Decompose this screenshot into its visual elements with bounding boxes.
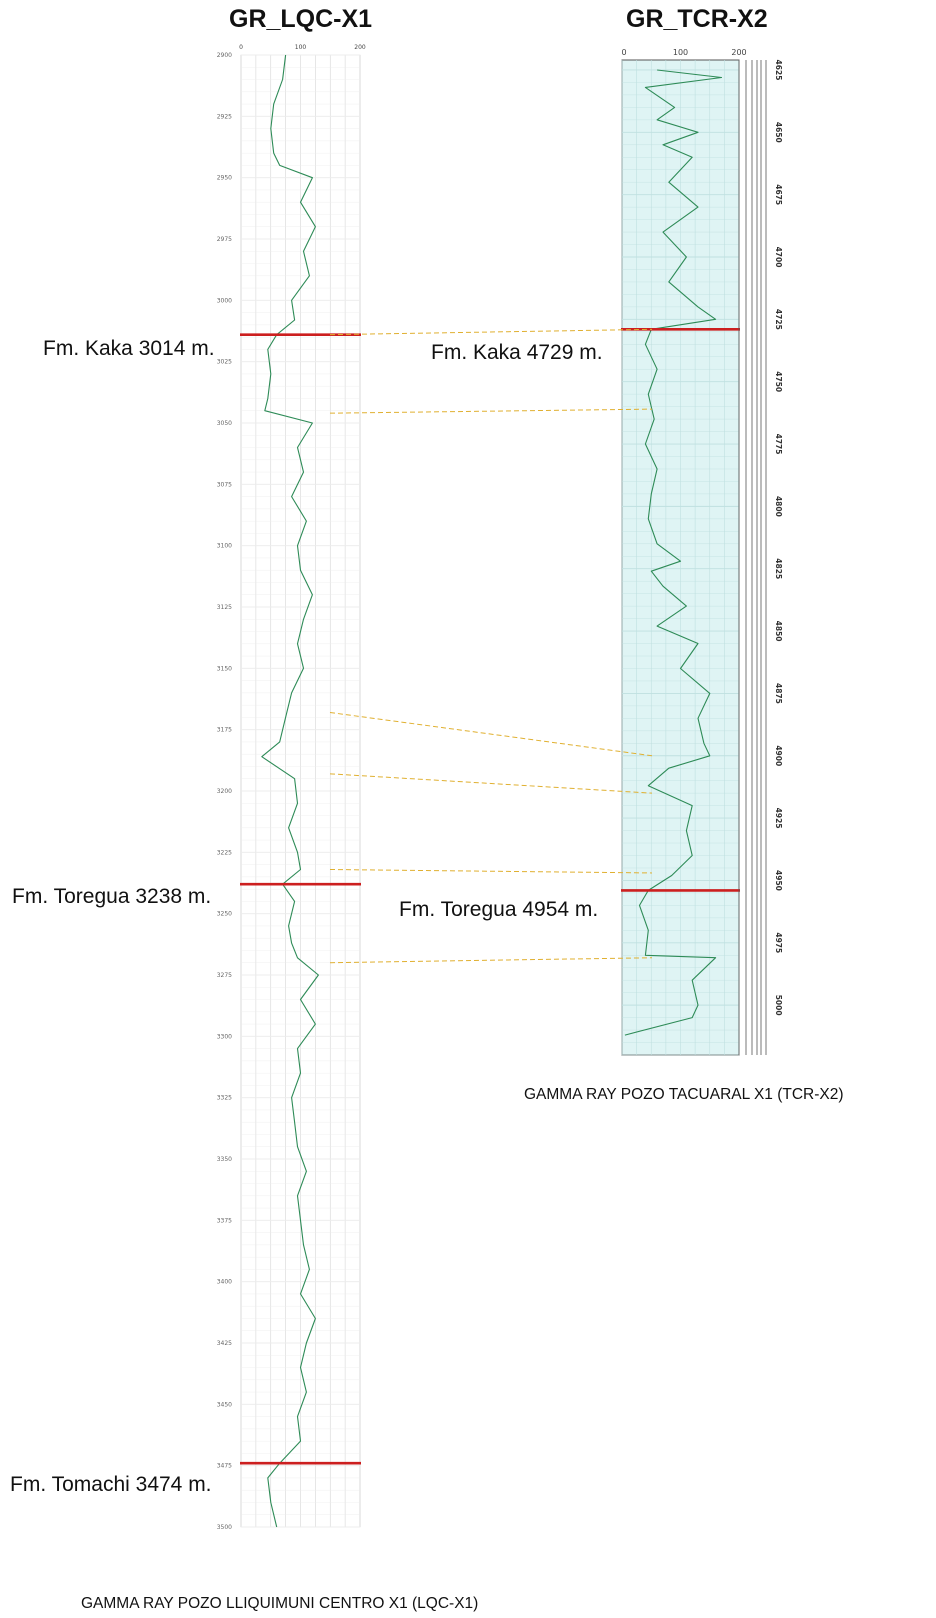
- right-depth-tick-label: 4625: [774, 60, 783, 81]
- left-depth-tick-label: 3375: [217, 1217, 232, 1224]
- right-depth-tick-label: 4925: [774, 808, 783, 829]
- left-depth-tick-label: 3100: [217, 543, 232, 550]
- right-depth-tick-label: 4800: [774, 496, 783, 517]
- left-depth-tick-label: 3275: [217, 972, 232, 979]
- right-x-tick-label: 100: [673, 48, 688, 57]
- right-track-caption: GAMMA RAY POZO TACUARAL X1 (TCR-X2): [524, 1086, 844, 1103]
- left-depth-tick-label: 3225: [217, 849, 232, 856]
- right-formation-label-kaka: Fm. Kaka 4729 m.: [431, 341, 603, 364]
- right-depth-tick-label: 4725: [774, 309, 783, 330]
- left-formation-label-kaka: Fm. Kaka 3014 m.: [43, 337, 215, 360]
- left-depth-tick-label: 3175: [217, 727, 232, 734]
- left-x-tick-label: 200: [354, 44, 366, 51]
- left-depth-tick-label: 3150: [217, 665, 232, 672]
- left-depth-tick-label: 2900: [217, 52, 232, 59]
- right-depth-tick-label: 4975: [774, 932, 783, 953]
- correlation-lines: [329, 328, 653, 964]
- left-depth-tick-label: 3200: [217, 788, 232, 795]
- left-x-tick-label: 0: [239, 44, 243, 51]
- left-formation-label-toregua: Fm. Toregua 3238 m.: [12, 885, 212, 908]
- right-depth-tick-label: 4850: [774, 621, 783, 642]
- right-depth-tick-label: 4700: [774, 247, 783, 268]
- left-depth-tick-label: 3025: [217, 359, 232, 366]
- right-depth-tick-label: 4750: [774, 371, 783, 392]
- right-gr-curve: [624, 69, 723, 1036]
- right-formation-label-toregua: Fm. Toregua 4954 m.: [399, 898, 599, 921]
- left-depth-tick-label: 3125: [217, 604, 232, 611]
- left-depth-tick-label: 3425: [217, 1340, 232, 1347]
- left-depth-tick-label: 3000: [217, 297, 232, 304]
- left-depth-tick-label: 3050: [217, 420, 232, 427]
- left-depth-tick-label: 3475: [217, 1463, 232, 1470]
- left-track: 0 100 200 2900 2925 2950 2975 3000 3025 3050 3075 3…: [217, 44, 366, 1531]
- right-extra-panels: [738, 60, 767, 1055]
- left-depth-tick-label: 3450: [217, 1401, 232, 1408]
- left-gr-curve: [261, 54, 319, 1528]
- left-depth-tick-label: 3075: [217, 481, 232, 488]
- right-depth-tick-label: 4775: [774, 434, 783, 455]
- right-depth-tick-label: 4650: [774, 122, 783, 143]
- right-depth-tick-label: 4675: [774, 184, 783, 205]
- left-depth-tick-label: 2950: [217, 175, 232, 182]
- right-depth-tick-label: 4875: [774, 683, 783, 704]
- right-x-tick-label: 0: [621, 48, 626, 57]
- correlation-line: [329, 957, 653, 964]
- left-depth-tick-label: 3250: [217, 911, 232, 918]
- right-track-title: GR_TCR-X2: [626, 5, 768, 33]
- left-depth-tick-label: 3500: [217, 1524, 232, 1531]
- correlation-line: [329, 869, 653, 874]
- left-depth-tick-label: 2925: [217, 113, 232, 120]
- left-depth-tick-label: 3400: [217, 1279, 232, 1286]
- right-depth-tick-label: 4825: [774, 558, 783, 579]
- left-track-title: GR_LQC-X1: [229, 5, 373, 33]
- right-depth-tick-label: 5000: [774, 995, 783, 1016]
- correlation-line: [329, 328, 653, 336]
- correlation-line: [329, 408, 653, 414]
- right-x-tick-label: 200: [731, 48, 746, 57]
- left-track-caption: GAMMA RAY POZO LLIQUIMUNI CENTRO X1 (LQC…: [81, 1595, 479, 1612]
- correlation-line: [329, 773, 653, 794]
- left-depth-tick-label: 2975: [217, 236, 232, 243]
- right-depth-tick-label: 4950: [774, 870, 783, 891]
- right-depth-tick-label: 4900: [774, 745, 783, 766]
- left-depth-tick-label: 3325: [217, 1095, 232, 1102]
- left-depth-tick-label: 3350: [217, 1156, 232, 1163]
- right-track: 0 100 200 4625 4650 4675 4700 4725 4750 4775 4800 4…: [621, 48, 783, 1056]
- correlation-line: [329, 711, 653, 757]
- left-formation-label-tomachi: Fm. Tomachi 3474 m.: [10, 1473, 212, 1496]
- left-depth-tick-label: 3300: [217, 1033, 232, 1040]
- left-x-tick-label: 100: [295, 44, 307, 51]
